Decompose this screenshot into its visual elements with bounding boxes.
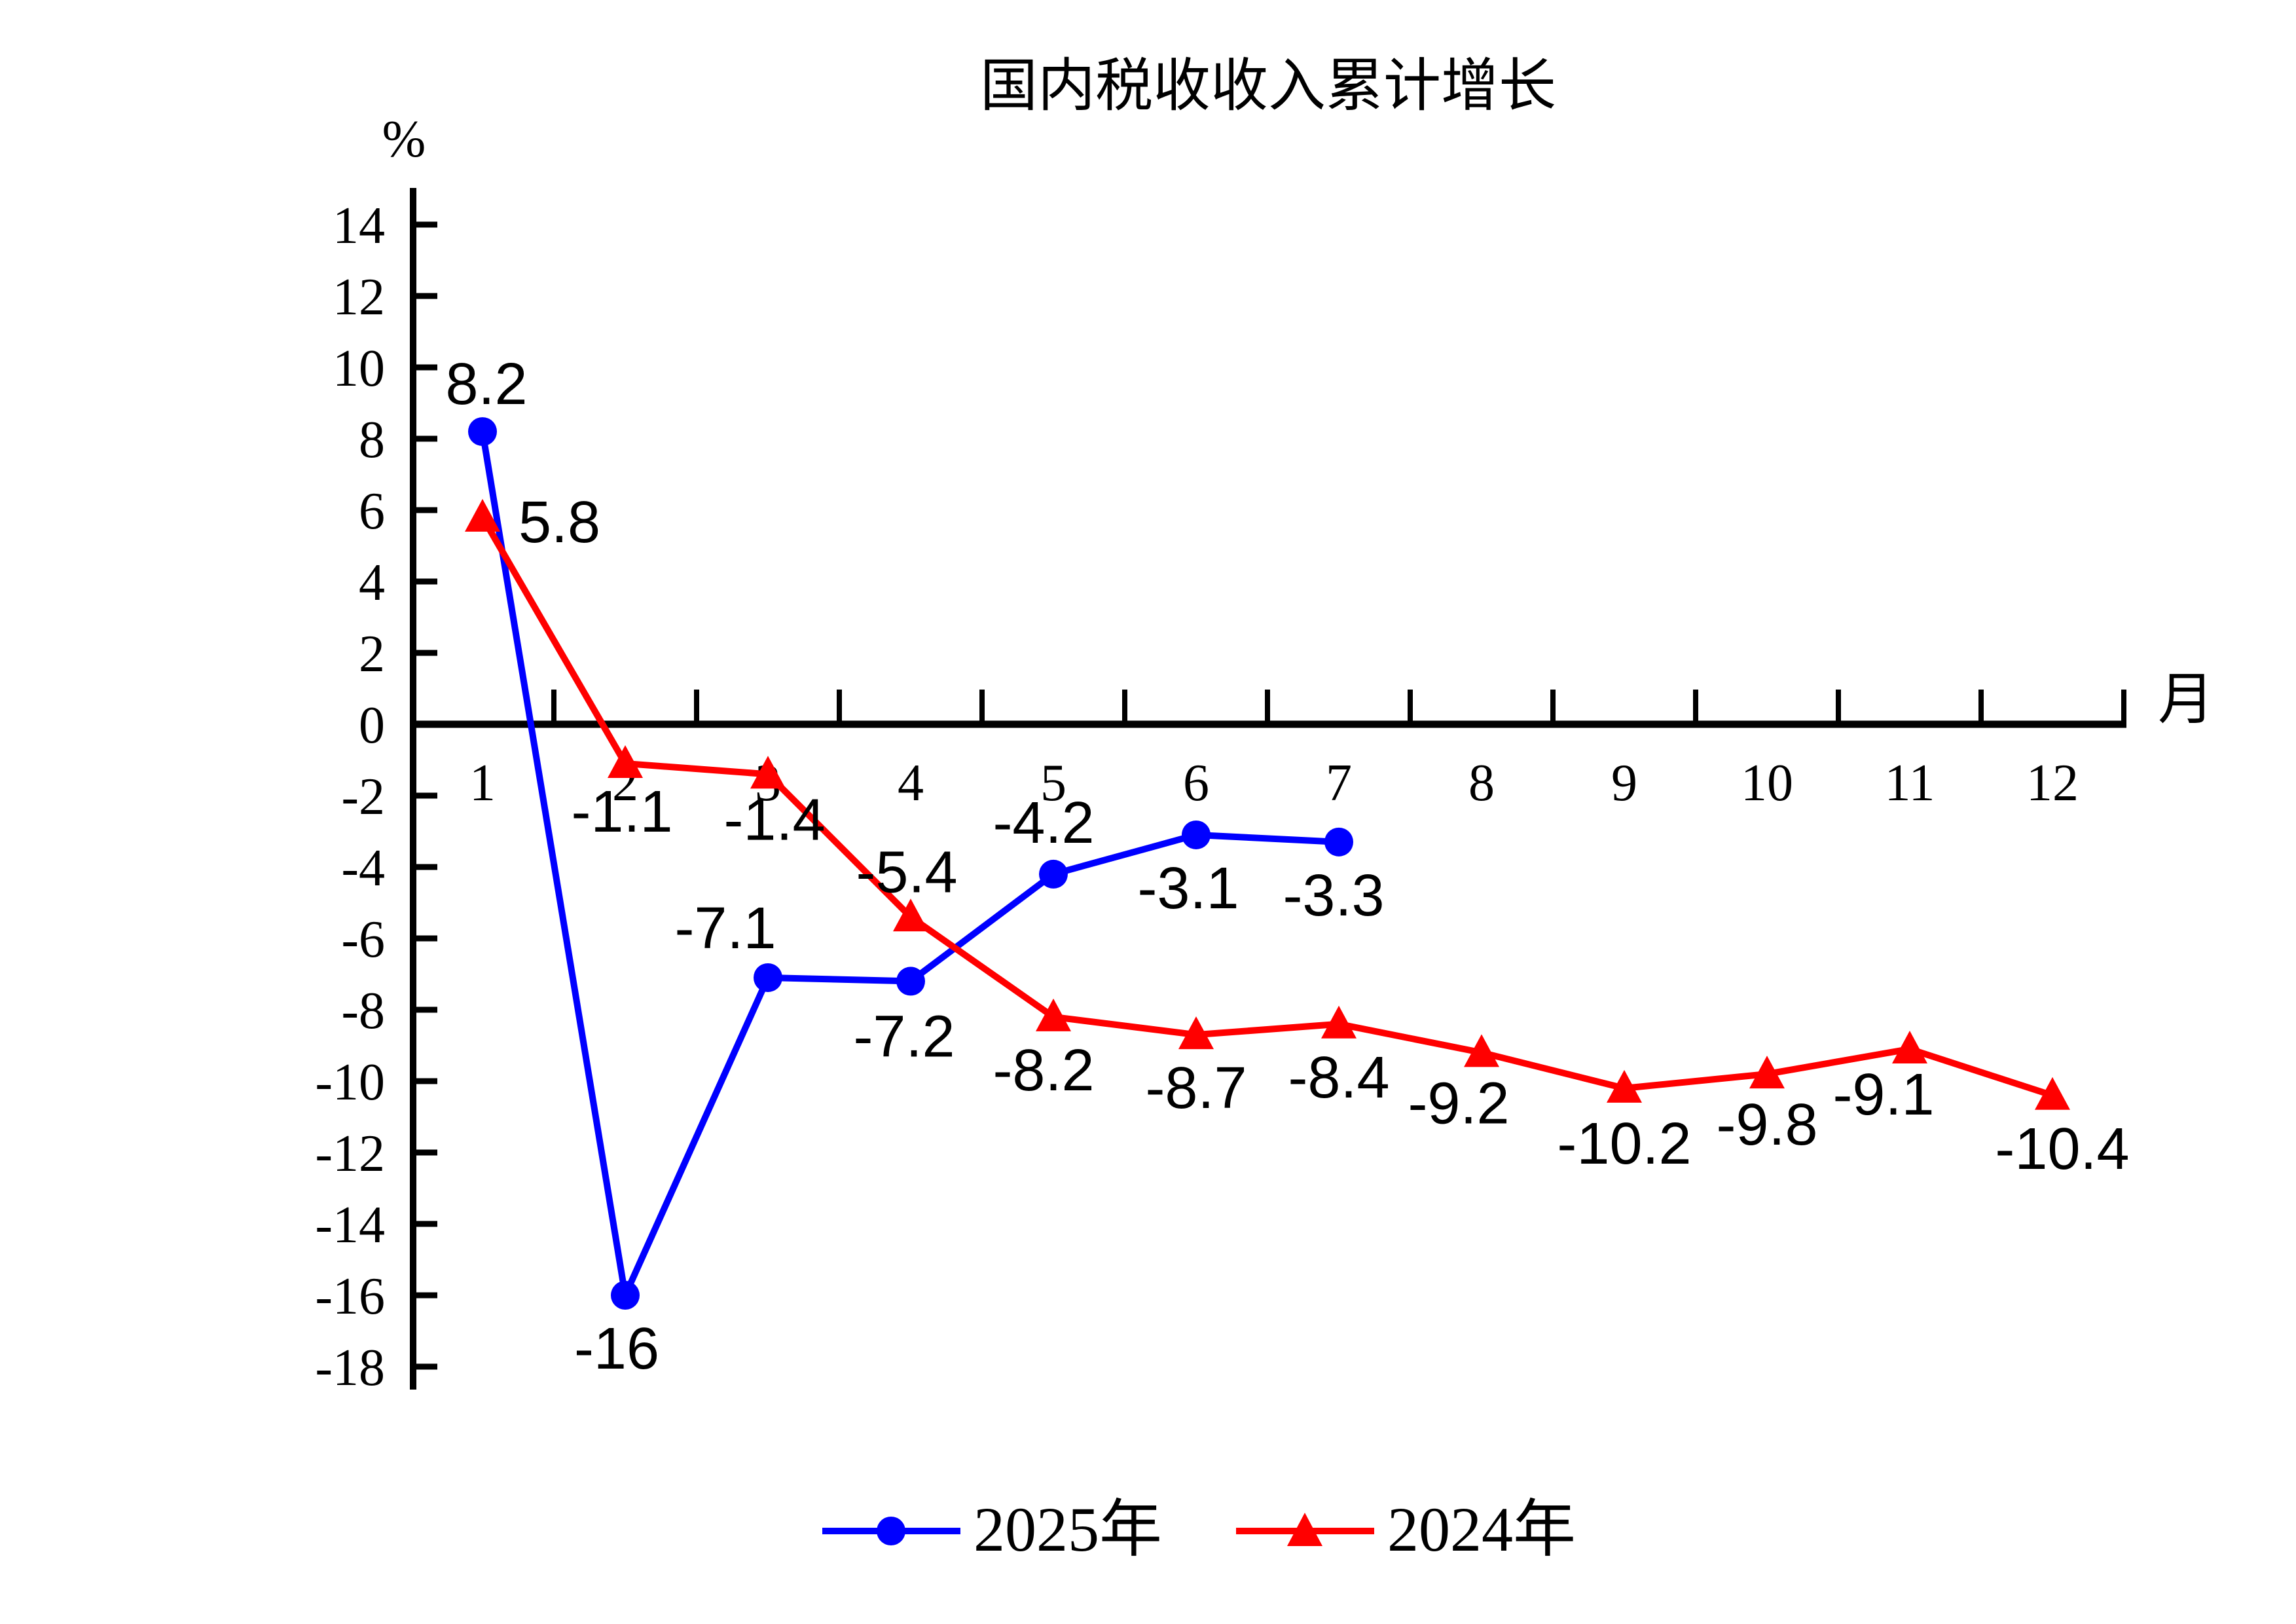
data-label: -1.1 bbox=[571, 779, 672, 845]
x-tick-label: 12 bbox=[2026, 754, 2079, 812]
x-tick-label: 11 bbox=[1884, 754, 1935, 812]
chart-title: 国内税收收入累计增长 bbox=[979, 55, 1556, 119]
y-tick-label: -6 bbox=[341, 911, 385, 969]
legend-line-triangle-icon bbox=[1236, 1513, 1374, 1546]
marker-triangle bbox=[1892, 1030, 1927, 1063]
data-label: -3.3 bbox=[1283, 863, 1384, 929]
x-tick-label: 9 bbox=[1611, 754, 1637, 812]
data-label: 5.8 bbox=[519, 490, 600, 555]
data-label: -16 bbox=[574, 1316, 659, 1382]
data-label: -8.2 bbox=[993, 1038, 1094, 1103]
x-tick-label: 8 bbox=[1468, 754, 1495, 812]
marker-triangle bbox=[1321, 1005, 1357, 1039]
x-tick-label: 10 bbox=[1741, 754, 1793, 812]
y-tick-label: 6 bbox=[359, 483, 385, 540]
marker-triangle bbox=[1607, 1069, 1642, 1103]
y-tick-label: -2 bbox=[341, 768, 385, 826]
x-axis-unit-label: 月 bbox=[2158, 668, 2214, 731]
data-label: -9.2 bbox=[1408, 1071, 1509, 1136]
data-label: -7.1 bbox=[674, 896, 776, 961]
x-tick-label: 5 bbox=[1040, 754, 1066, 812]
data-label: -4.2 bbox=[993, 790, 1094, 856]
marker-circle bbox=[1182, 820, 1211, 849]
marker-circle bbox=[896, 967, 925, 996]
marker-triangle bbox=[750, 756, 786, 789]
y-tick-label: 8 bbox=[359, 411, 385, 469]
marker-triangle bbox=[465, 498, 500, 532]
y-tick-label: 10 bbox=[333, 340, 385, 397]
marker-circle bbox=[1039, 859, 1068, 889]
data-label: -7.2 bbox=[853, 1004, 955, 1069]
legend: 2025年 2024年 bbox=[821, 1489, 1576, 1570]
legend-label-2025: 2025年 bbox=[974, 1494, 1162, 1564]
marker-triangle bbox=[1178, 1016, 1214, 1050]
y-tick-label: 2 bbox=[359, 625, 385, 683]
y-axis-unit-label: % bbox=[382, 111, 426, 168]
x-tick-label: 6 bbox=[1183, 754, 1209, 812]
marker-circle bbox=[754, 963, 782, 992]
y-tick-label: 12 bbox=[333, 268, 385, 326]
data-label: -8.4 bbox=[1288, 1045, 1389, 1111]
data-label: -9.1 bbox=[1832, 1062, 1934, 1128]
x-tick-label: 1 bbox=[469, 754, 496, 812]
data-label: -9.8 bbox=[1716, 1092, 1817, 1158]
data-label: -10.2 bbox=[1557, 1111, 1691, 1177]
y-tick-label: 14 bbox=[333, 197, 385, 255]
y-tick-label: 0 bbox=[359, 697, 385, 754]
y-tick-label: 4 bbox=[359, 554, 385, 612]
data-label: -8.7 bbox=[1145, 1056, 1247, 1121]
marker-circle bbox=[1324, 827, 1353, 857]
legend-item-2024: 2024年 bbox=[1235, 1494, 1576, 1566]
legend-line-circle-icon bbox=[822, 1517, 960, 1545]
y-tick-label: -14 bbox=[315, 1196, 385, 1254]
marker-triangle bbox=[1749, 1056, 1785, 1089]
data-label: -5.4 bbox=[856, 840, 957, 905]
marker-triangle bbox=[2035, 1077, 2070, 1110]
marker-triangle bbox=[893, 898, 928, 932]
x-tick-label: 7 bbox=[1326, 754, 1352, 812]
marker-circle bbox=[468, 417, 497, 447]
marker-circle bbox=[611, 1281, 640, 1310]
marker-triangle bbox=[1036, 998, 1071, 1031]
data-label: -10.4 bbox=[1995, 1116, 2129, 1182]
y-tick-label: -10 bbox=[315, 1054, 385, 1111]
legend-item-2025: 2025年 bbox=[821, 1494, 1162, 1566]
data-label: 8.2 bbox=[445, 352, 527, 417]
y-tick-label: -8 bbox=[341, 982, 385, 1040]
y-tick-label: -4 bbox=[341, 840, 385, 897]
y-tick-label: -18 bbox=[315, 1339, 385, 1397]
series-line-2024年 bbox=[479, 513, 2056, 1099]
y-tick-label: -12 bbox=[315, 1125, 385, 1183]
marker-triangle bbox=[1464, 1034, 1499, 1067]
y-tick-label: -16 bbox=[315, 1268, 385, 1325]
data-label: -3.1 bbox=[1137, 856, 1239, 921]
x-tick-label: 4 bbox=[898, 754, 924, 812]
legend-label-2024: 2024年 bbox=[1387, 1494, 1576, 1564]
marker-triangle bbox=[608, 745, 643, 778]
data-label: -1.4 bbox=[723, 787, 825, 853]
